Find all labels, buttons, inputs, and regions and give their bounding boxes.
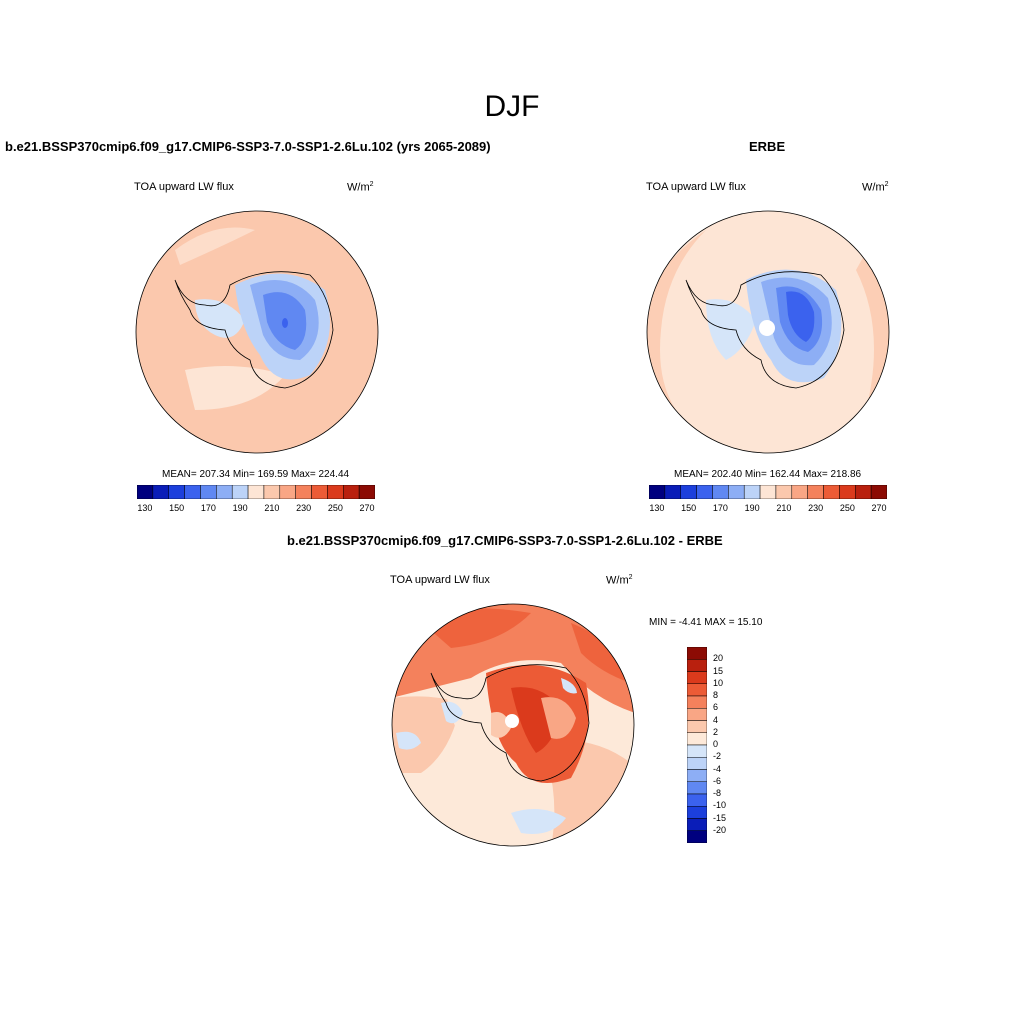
colorbar-swatch [664, 485, 681, 499]
colorbar-swatch [687, 708, 707, 721]
colorbar-tick-label: 8 [713, 690, 719, 700]
colorbar-tick-label: 130 [649, 503, 665, 513]
diff-units-label: W/m2 [606, 574, 633, 587]
colorbar-swatch [687, 757, 707, 770]
colorbar-swatch [687, 781, 707, 795]
colorbar-swatch [807, 485, 824, 499]
colorbar-tick-label: 230 [808, 503, 824, 513]
colorbar-tick-label: 130 [137, 503, 153, 513]
colorbar-tick-label: -20 [713, 824, 727, 835]
colorbar-swatch [759, 485, 777, 499]
obs-colorbar [649, 485, 887, 499]
colorbar-tick-label: 15 [713, 665, 724, 676]
colorbar-swatch [855, 485, 872, 499]
colorbar-swatch [152, 485, 169, 499]
colorbar-tick-label: 2 [713, 726, 719, 737]
model-units-label: W/m2 [347, 181, 374, 194]
colorbar-swatch [775, 485, 793, 499]
colorbar-swatch [137, 485, 154, 499]
colorbar-swatch [687, 732, 707, 746]
colorbar-tick-label: 250 [327, 503, 343, 513]
colorbar-swatch [687, 695, 707, 709]
colorbar-swatch [712, 485, 729, 499]
colorbar-tick-label: 210 [776, 503, 792, 513]
colorbar-swatch [791, 485, 808, 499]
colorbar-tick-label: -8 [713, 788, 722, 798]
model-polar-map [135, 210, 379, 454]
colorbar-swatch [687, 671, 707, 684]
colorbar-tick-label: 190 [744, 503, 760, 513]
colorbar-swatch [728, 485, 745, 499]
colorbar-tick-label: 270 [359, 503, 375, 513]
colorbar-swatch [680, 485, 697, 499]
colorbar-swatch [279, 485, 296, 499]
colorbar-swatch [687, 744, 707, 758]
colorbar-tick-label: 6 [713, 702, 719, 713]
colorbar-swatch [687, 659, 707, 672]
colorbar-swatch [358, 485, 375, 499]
colorbar-tick-label: 230 [296, 503, 312, 513]
colorbar-swatch [696, 485, 713, 499]
obs-polar-map [646, 210, 890, 454]
colorbar-tick-label: 170 [712, 503, 728, 513]
colorbar-swatch [687, 793, 707, 807]
colorbar-swatch [168, 485, 185, 499]
colorbar-tick-label: 210 [264, 503, 280, 513]
colorbar-swatch [687, 647, 707, 660]
obs-variable-label: TOA upward LW flux [646, 181, 746, 193]
obs-units-label: W/m2 [862, 181, 889, 194]
diff-colorbar-ticks: 20 15 10 8 6 4 2 0 -2 -4 -6 -8 -10 -15 -20 [711, 647, 751, 843]
colorbar-tick-label: 0 [713, 739, 719, 749]
colorbar-swatch [687, 769, 707, 782]
colorbar-swatch [823, 485, 840, 499]
colorbar-swatch [649, 485, 666, 499]
colorbar-swatch [263, 485, 281, 499]
colorbar-tick-label: 4 [713, 714, 719, 725]
model-variable-label: TOA upward LW flux [134, 181, 234, 193]
colorbar-tick-label: 190 [232, 503, 248, 513]
obs-panel-title: ERBE [749, 139, 786, 154]
colorbar-swatch [839, 485, 856, 499]
colorbar-swatch [231, 485, 249, 499]
season-title: DJF [484, 90, 540, 123]
colorbar-swatch [184, 485, 201, 499]
model-panel-title: b.e21.BSSP370cmip6.f09_g17.CMIP6-SSP3-7.… [5, 139, 491, 154]
colorbar-tick-label: 10 [713, 677, 724, 688]
colorbar-tick-label: -2 [713, 751, 722, 762]
diff-colorbar [687, 647, 707, 843]
colorbar-tick-label: -6 [713, 775, 722, 786]
colorbar-swatch [687, 818, 707, 831]
colorbar-tick-label: 250 [839, 503, 855, 513]
colorbar-swatch [216, 485, 233, 499]
colorbar-swatch [327, 485, 344, 499]
colorbar-swatch [870, 485, 887, 499]
colorbar-tick-label: 150 [681, 503, 697, 513]
colorbar-tick-label: 170 [200, 503, 216, 513]
colorbar-swatch [295, 485, 312, 499]
colorbar-tick-label: 270 [871, 503, 887, 513]
colorbar-swatch [743, 485, 761, 499]
colorbar-tick-label: 150 [169, 503, 185, 513]
diff-polar-map [391, 603, 635, 847]
colorbar-swatch [200, 485, 217, 499]
colorbar-tick-label: -15 [713, 812, 727, 823]
colorbar-swatch [687, 720, 707, 733]
obs-stats: MEAN= 202.40 Min= 162.44 Max= 218.86 [674, 469, 862, 480]
colorbar-tick-label: -4 [713, 763, 722, 774]
colorbar-tick-label: 20 [713, 653, 724, 664]
model-colorbar-ticks: 130 150 170 190 210 230 250 270 [137, 503, 375, 515]
obs-colorbar-ticks: 130 150 170 190 210 230 250 270 [649, 503, 887, 515]
colorbar-swatch [687, 830, 707, 843]
diff-stats: MIN = -4.41 MAX = 15.10 [649, 617, 763, 628]
colorbar-swatch [687, 683, 707, 697]
model-colorbar [137, 485, 375, 499]
diff-variable-label: TOA upward LW flux [390, 574, 490, 586]
colorbar-tick-label: -10 [713, 800, 727, 811]
colorbar-swatch [687, 806, 707, 819]
colorbar-swatch [311, 485, 328, 499]
colorbar-swatch [247, 485, 265, 499]
model-stats: MEAN= 207.34 Min= 169.59 Max= 224.44 [162, 469, 350, 480]
diff-panel-title: b.e21.BSSP370cmip6.f09_g17.CMIP6-SSP3-7.… [287, 533, 723, 548]
colorbar-swatch [343, 485, 360, 499]
